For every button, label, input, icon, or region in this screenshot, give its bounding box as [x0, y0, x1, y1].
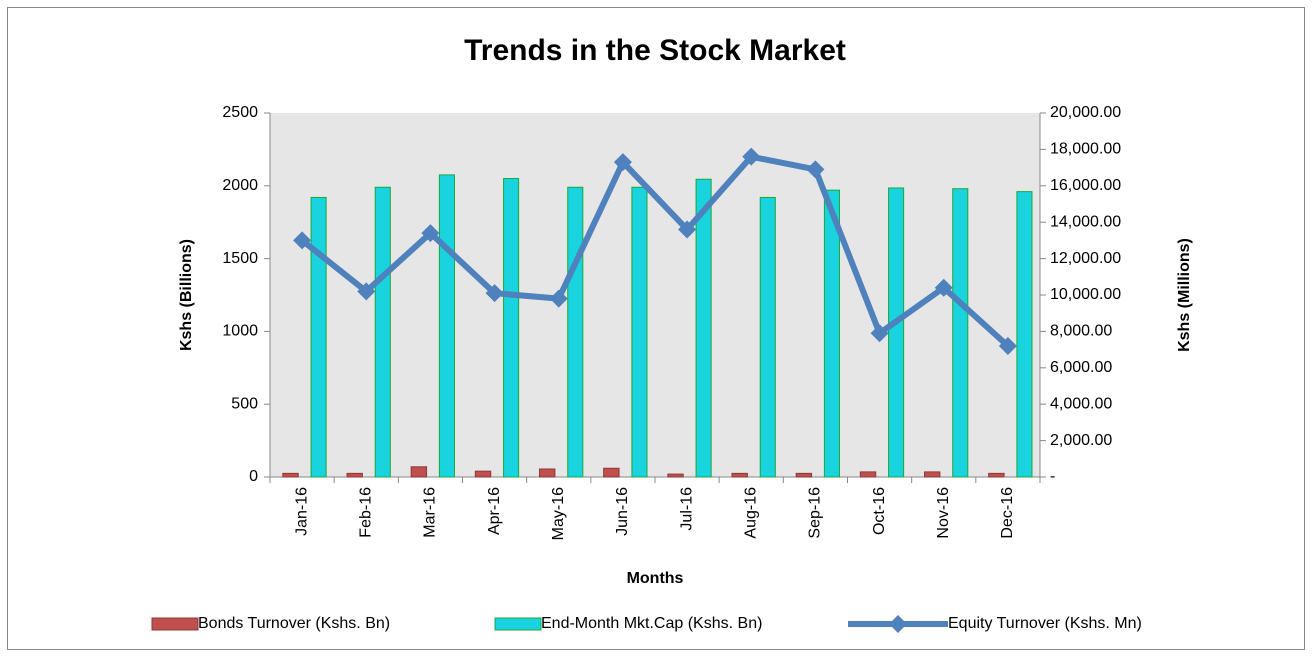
bar — [438, 174, 455, 478]
legend-label: Bonds Turnover (Kshs. Bn) — [198, 615, 390, 632]
bar — [410, 466, 428, 478]
bar — [1016, 191, 1033, 478]
y-axis-title: Kshs (Billions) — [178, 239, 195, 351]
y-tick-label: 0 — [249, 468, 258, 485]
bar — [795, 472, 813, 478]
x-tick-label: Jul-16 — [678, 487, 695, 531]
y-tick-label: 1000 — [222, 323, 258, 340]
y2-tick-label: 18,000.00 — [1050, 141, 1121, 158]
line-marker — [742, 147, 761, 166]
bar — [695, 178, 712, 478]
y-tick-label: 2000 — [222, 177, 258, 194]
legend-marker — [889, 615, 907, 633]
chart-title: Trends in the Stock Market — [464, 34, 846, 67]
y-tick-label: 1500 — [222, 250, 258, 267]
y2-tick-label: 8,000.00 — [1050, 323, 1112, 340]
y2-axis-title: Kshs (Millions) — [1176, 238, 1193, 352]
bar — [503, 178, 520, 478]
bar — [952, 188, 969, 478]
x-tick-label: Aug-16 — [742, 487, 759, 539]
legend-swatch — [151, 617, 199, 631]
bar — [631, 186, 648, 478]
y2-tick-label: 6,000.00 — [1050, 359, 1112, 376]
y2-tick-label: - — [1050, 468, 1055, 485]
bar — [603, 467, 620, 478]
x-tick-label: Apr-16 — [486, 487, 503, 535]
legend-label: Equity Turnover (Kshs. Mn) — [948, 615, 1142, 632]
bar — [667, 473, 684, 478]
x-tick-label: Oct-16 — [871, 487, 888, 535]
legend-swatch — [494, 617, 542, 631]
x-tick-label: Jan-16 — [293, 487, 310, 536]
line-marker — [293, 231, 312, 250]
line-marker — [357, 282, 376, 301]
bar — [888, 187, 905, 478]
y2-tick-label: 2,000.00 — [1050, 432, 1112, 449]
bar — [859, 471, 877, 478]
legend-label: End-Month Mkt.Cap (Kshs. Bn) — [541, 615, 762, 632]
bar — [988, 472, 1005, 478]
line-marker — [421, 224, 440, 243]
line-marker — [998, 336, 1017, 355]
bar — [567, 186, 584, 478]
line-series — [300, 153, 1010, 349]
y2-tick-label: 14,000.00 — [1050, 213, 1121, 230]
bar — [759, 196, 776, 478]
x-tick-label: Nov-16 — [935, 487, 952, 539]
y2-tick-label: 4,000.00 — [1050, 395, 1112, 412]
bar — [374, 186, 391, 478]
line-marker — [934, 278, 953, 297]
line-marker — [485, 284, 504, 303]
bar — [310, 196, 327, 478]
bar — [346, 472, 363, 478]
x-axis-title: Months — [627, 570, 684, 587]
line-marker — [549, 289, 568, 308]
line-marker — [806, 160, 825, 179]
bar — [539, 468, 556, 478]
x-tick-label: May-16 — [550, 487, 567, 540]
bar — [474, 470, 492, 478]
x-tick-label: Feb-16 — [357, 487, 374, 538]
y2-tick-label: 16,000.00 — [1050, 177, 1121, 194]
bar — [731, 472, 748, 478]
x-tick-label: Mar-16 — [422, 487, 439, 538]
y2-tick-label: 12,000.00 — [1050, 250, 1121, 267]
y2-tick-label: 10,000.00 — [1050, 286, 1121, 303]
y2-tick-label: 20,000.00 — [1050, 104, 1121, 121]
y-tick-label: 500 — [231, 395, 258, 412]
bar — [282, 472, 299, 478]
line-marker — [870, 324, 889, 343]
plot-area — [270, 113, 1040, 477]
bar — [823, 189, 840, 478]
x-tick-label: Dec-16 — [999, 487, 1016, 539]
line-marker — [678, 220, 697, 239]
bar — [924, 471, 941, 478]
x-tick-label: Jun-16 — [614, 487, 631, 536]
x-tick-label: Sep-16 — [807, 487, 824, 539]
line-marker — [613, 153, 632, 172]
y-tick-label: 2500 — [222, 104, 258, 121]
